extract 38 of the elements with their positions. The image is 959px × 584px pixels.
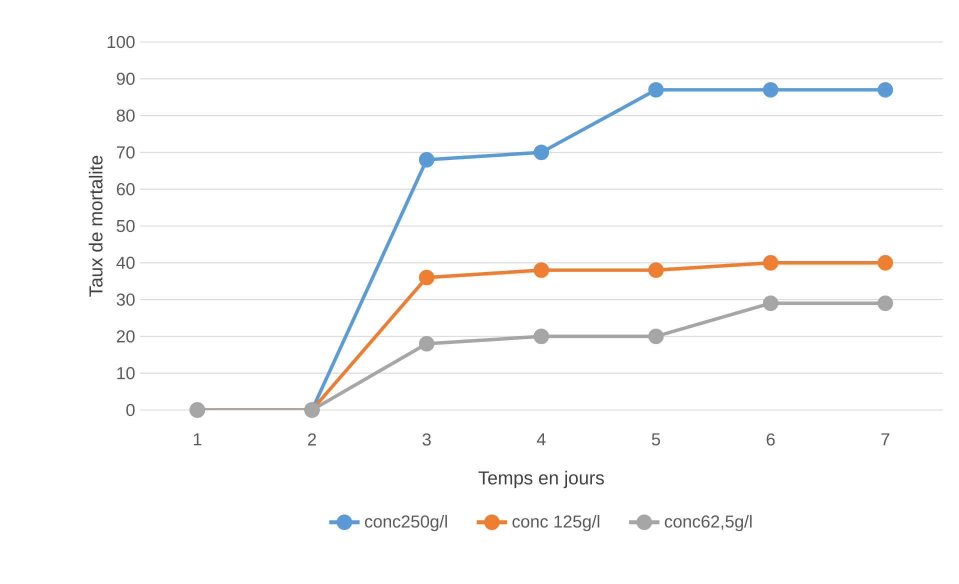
legend-label: conc 125g/l (512, 514, 600, 532)
point (878, 296, 894, 312)
y-tick-label: 10 (117, 367, 135, 380)
point (534, 144, 550, 160)
point (648, 262, 664, 278)
legend-label: conc62,5g/l (664, 514, 752, 532)
point (878, 255, 894, 271)
point (762, 82, 778, 98)
point (648, 82, 664, 98)
y-tick-label: 100 (108, 36, 135, 48)
x-axis-title: Temps en jours (478, 470, 604, 488)
x-tick-label: 5 (652, 433, 660, 446)
point (534, 328, 550, 344)
point (648, 328, 664, 344)
y-tick-label: 90 (116, 72, 135, 85)
x-tick-label: 7 (881, 433, 890, 446)
y-axis-title: Taux de mortalite (88, 156, 103, 297)
y-tick-label: 60 (116, 183, 135, 196)
y-tick-label: 70 (116, 146, 135, 159)
y-tick-label: 40 (116, 256, 135, 269)
point (762, 296, 778, 312)
y-tick-label: 80 (116, 109, 135, 122)
x-tick-label: 4 (536, 433, 546, 446)
point (534, 262, 550, 278)
x-tick-label: 1 (194, 433, 202, 446)
point (418, 152, 434, 168)
point (418, 336, 434, 352)
y-tick-label: 30 (116, 293, 135, 306)
legend-label: conc250g/l (364, 514, 447, 532)
x-tick-label: 6 (766, 433, 775, 446)
y-tick-label: 0 (126, 404, 135, 416)
point (418, 270, 434, 286)
point (878, 82, 894, 98)
y-tick-label: 20 (116, 330, 135, 343)
x-tick-label: 3 (422, 433, 431, 446)
y-tick-label: 50 (116, 220, 135, 232)
point (762, 255, 778, 271)
x-tick-label: 2 (308, 433, 316, 446)
